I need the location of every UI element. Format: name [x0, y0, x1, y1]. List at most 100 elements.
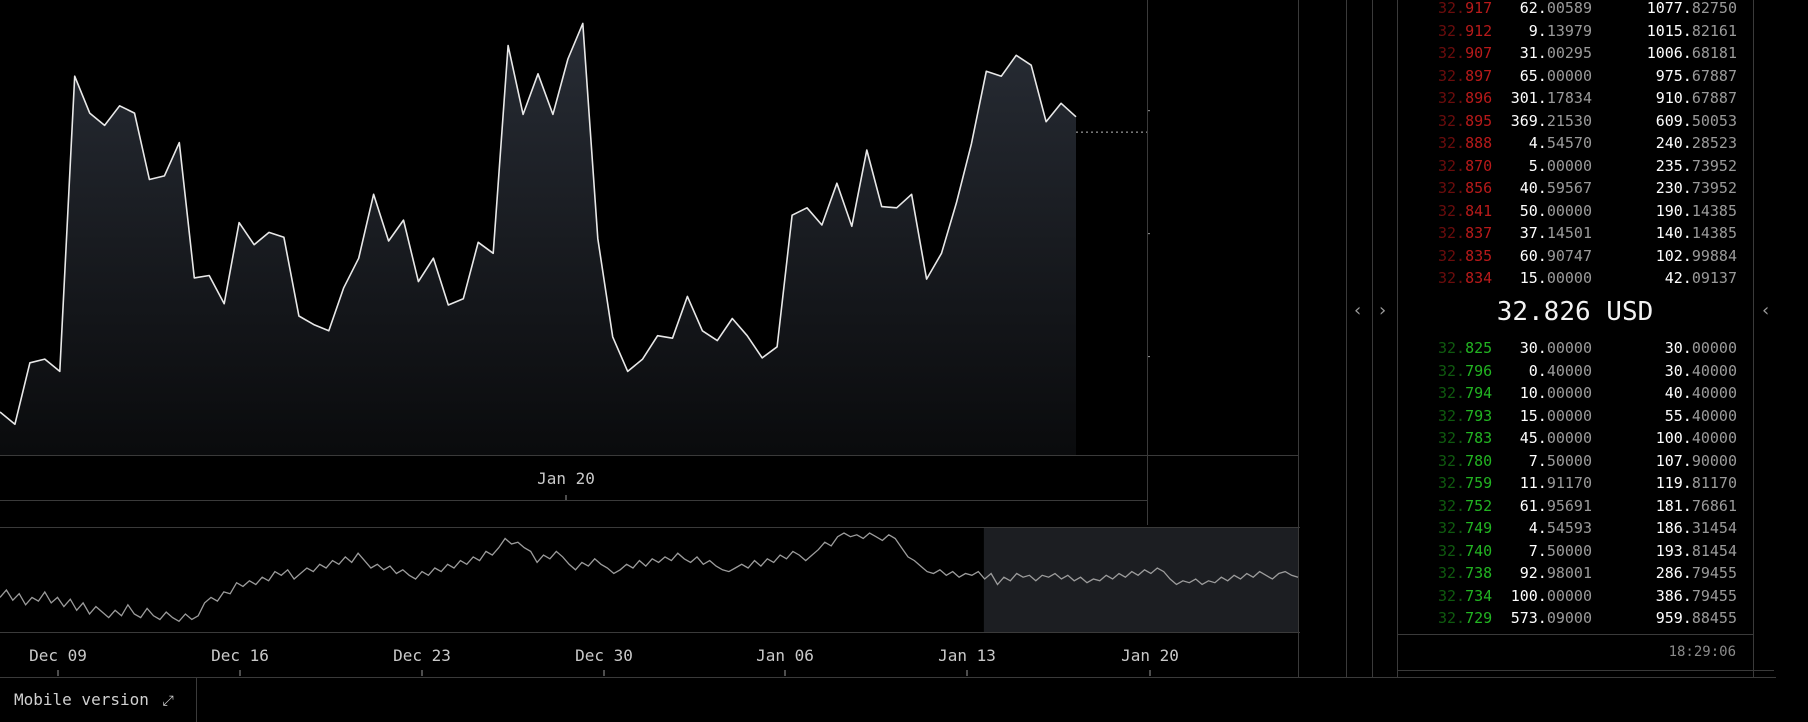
panel-separator	[1397, 0, 1398, 677]
bid-row[interactable]: 32.738 92.98001 286.79455	[1398, 562, 1752, 584]
order-total: 1015.82161	[1646, 21, 1737, 40]
bid-row[interactable]: 32.794 10.00000 40.40000	[1398, 382, 1752, 404]
ask-row[interactable]: 32.897 65.00000 975.67887	[1398, 65, 1752, 87]
ask-row[interactable]: 32.896 301.17834 910.67887	[1398, 87, 1752, 109]
order-amount: 50.00000	[1519, 201, 1592, 220]
order-total: 102.99884	[1655, 246, 1737, 265]
order-price: 32.734	[1438, 586, 1493, 605]
order-price: 32.793	[1438, 406, 1493, 425]
navigator-x-label: Jan 13	[938, 646, 996, 665]
order-amount: 60.90747	[1519, 246, 1592, 265]
x-tick-label: Jan 20	[537, 469, 595, 488]
order-total: 975.67887	[1655, 66, 1737, 85]
expand-icon: ⤢	[162, 693, 174, 709]
footer-separator	[196, 677, 197, 722]
order-total: 1006.68181	[1646, 44, 1737, 62]
ask-row[interactable]: 32.888 4.54570 240.28523	[1398, 132, 1752, 154]
order-total: 235.73952	[1655, 156, 1737, 175]
order-amount: 7.50000	[1528, 541, 1592, 560]
order-amount: 369.21530	[1510, 111, 1592, 130]
ask-row[interactable]: 32.856 40.59567 230.73952	[1398, 177, 1752, 199]
bid-row[interactable]: 32.729 573.09000 959.88455	[1398, 607, 1752, 629]
order-book-divider	[1398, 670, 1774, 671]
order-amount: 45.00000	[1519, 429, 1592, 447]
order-price: 32.856	[1438, 179, 1493, 197]
ask-row[interactable]: 32.917 62.00589 1077.82750	[1398, 0, 1752, 19]
ask-row[interactable]: 32.835 60.90747 102.99884	[1398, 245, 1752, 267]
order-total: 181.76861	[1655, 496, 1737, 515]
ask-row[interactable]: 32.837 37.14501 140.14385	[1398, 222, 1752, 244]
bid-row[interactable]: 32.749 4.54593 186.31454	[1398, 517, 1752, 539]
bid-row[interactable]: 32.740 7.50000 193.81454	[1398, 540, 1752, 562]
ask-row[interactable]: 32.870 5.00000 235.73952	[1398, 155, 1752, 177]
mid-price: 32.826 USD	[1496, 297, 1654, 327]
order-price: 32.740	[1438, 541, 1493, 560]
order-amount: 30.00000	[1519, 339, 1592, 357]
order-amount: 62.00589	[1519, 0, 1592, 17]
price-chart[interactable]: 333231 32.826 Jan 20	[0, 0, 1150, 500]
price-area	[0, 23, 1076, 456]
order-total: 140.14385	[1655, 224, 1737, 242]
order-amount: 61.95691	[1519, 496, 1592, 515]
order-price: 32.796	[1438, 361, 1493, 380]
order-price: 32.834	[1438, 269, 1493, 287]
order-total: 55.40000	[1664, 406, 1737, 425]
ask-row[interactable]: 32.841 50.00000 190.14385	[1398, 200, 1752, 222]
order-price: 32.780	[1438, 451, 1493, 470]
order-total: 42.09137	[1664, 269, 1737, 287]
ask-row[interactable]: 32.895 369.21530 609.50053	[1398, 110, 1752, 132]
order-price: 32.912	[1438, 21, 1493, 40]
order-total: 186.31454	[1655, 519, 1737, 537]
order-total: 1077.82750	[1646, 0, 1737, 17]
order-total: 107.90000	[1655, 451, 1737, 470]
order-total: 230.73952	[1655, 179, 1737, 197]
order-amount: 4.54570	[1528, 134, 1592, 152]
navigator-selection[interactable]	[983, 528, 1298, 632]
order-price: 32.729	[1438, 609, 1493, 627]
ask-row[interactable]: 32.834 15.00000 42.09137	[1398, 267, 1752, 289]
order-book-divider	[1398, 634, 1753, 635]
order-amount: 0.40000	[1528, 361, 1592, 380]
bid-row[interactable]: 32.825 30.00000 30.00000	[1398, 337, 1752, 359]
bid-row[interactable]: 32.752 61.95691 181.76861	[1398, 495, 1752, 517]
collapse-right-icon[interactable]: ›	[1379, 300, 1387, 321]
order-price: 32.752	[1438, 496, 1493, 515]
order-amount: 5.00000	[1528, 156, 1592, 175]
order-price: 32.888	[1438, 134, 1493, 152]
order-amount: 4.54593	[1528, 519, 1592, 537]
order-total: 193.81454	[1655, 541, 1737, 560]
order-total: 30.40000	[1664, 361, 1737, 380]
order-total: 40.40000	[1664, 384, 1737, 402]
bid-row[interactable]: 32.796 0.40000 30.40000	[1398, 360, 1752, 382]
expand-panel-icon[interactable]: ‹	[1762, 300, 1770, 321]
order-amount: 573.09000	[1510, 609, 1592, 627]
panel-separator	[1372, 0, 1373, 677]
order-price: 32.738	[1438, 564, 1493, 582]
order-amount: 40.59567	[1519, 179, 1592, 197]
order-total: 286.79455	[1655, 564, 1737, 582]
order-total: 910.67887	[1655, 89, 1737, 107]
y-axis: 333231	[1148, 110, 1150, 358]
order-price: 32.841	[1438, 201, 1493, 220]
bid-row[interactable]: 32.780 7.50000 107.90000	[1398, 450, 1752, 472]
order-amount: 31.00295	[1519, 44, 1592, 62]
order-amount: 92.98001	[1519, 564, 1592, 582]
navigator-x-label: Dec 16	[211, 646, 269, 665]
order-price: 32.895	[1438, 111, 1493, 130]
navigator-x-label: Dec 09	[29, 646, 87, 665]
bid-row[interactable]: 32.783 45.00000 100.40000	[1398, 427, 1752, 449]
order-price: 32.835	[1438, 246, 1493, 265]
order-price: 32.825	[1438, 339, 1493, 357]
collapse-left-icon[interactable]: ‹	[1354, 300, 1362, 321]
navigator-x-label: Dec 30	[575, 646, 633, 665]
order-price: 32.783	[1438, 429, 1493, 447]
bid-row[interactable]: 32.759 11.91170 119.81170	[1398, 472, 1752, 494]
panel-separator	[1753, 0, 1754, 677]
mobile-version-link[interactable]: Mobile version ⤢	[14, 690, 174, 709]
bid-row[interactable]: 32.793 15.00000 55.40000	[1398, 405, 1752, 427]
bid-row[interactable]: 32.734 100.00000 386.79455	[1398, 585, 1752, 607]
navigator-x-label: Jan 20	[1121, 646, 1179, 665]
ask-row[interactable]: 32.907 31.00295 1006.68181	[1398, 42, 1752, 64]
ask-row[interactable]: 32.912 9.13979 1015.82161	[1398, 20, 1752, 42]
navigator[interactable]: Dec 09 Dec 16 Dec 23 Dec 30 Jan 06 Jan 13 Jan …	[0, 527, 1300, 677]
